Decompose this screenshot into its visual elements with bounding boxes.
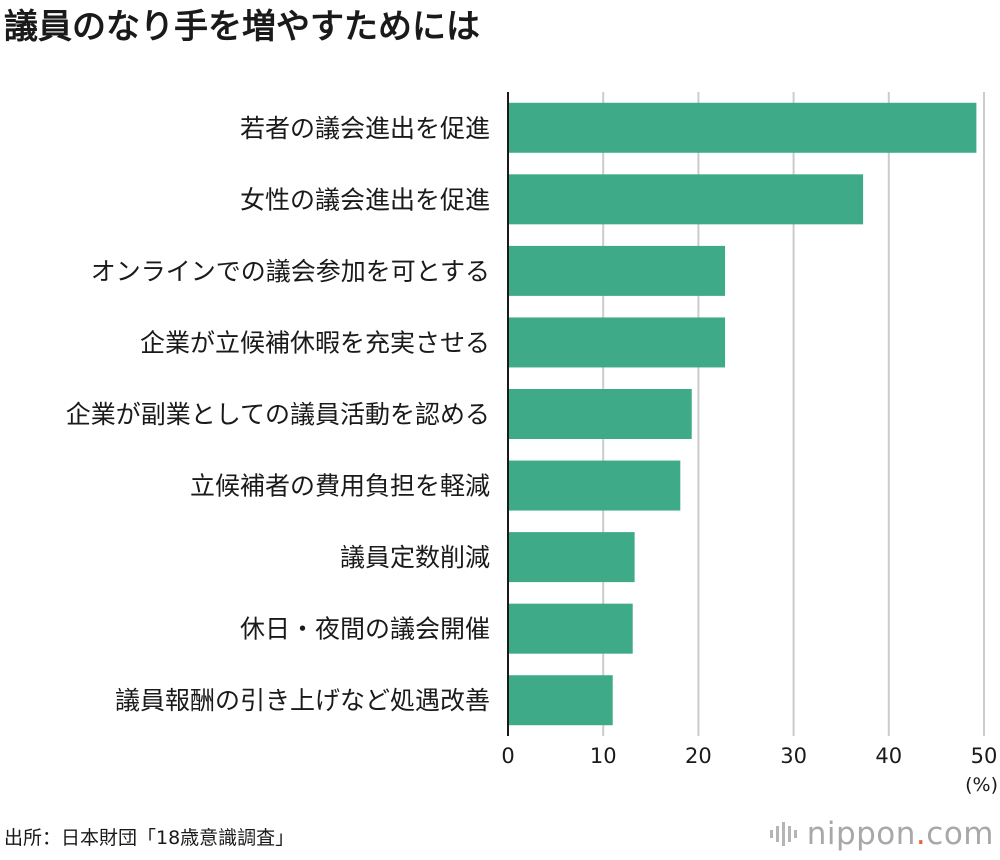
x-tick-label: 40: [875, 744, 902, 768]
x-tick-label: 30: [780, 744, 807, 768]
x-tick-label: 20: [685, 744, 712, 768]
bar: [508, 603, 633, 654]
brand-wave-icon: [769, 822, 797, 846]
x-tick-label: 10: [590, 744, 617, 768]
category-label: 立候補者の費用負担を軽減: [190, 472, 490, 501]
bar: [508, 460, 681, 511]
bar: [508, 245, 726, 296]
x-tick-label: 0: [501, 744, 514, 768]
chart-title: 議員のなり手を増やすためには: [4, 7, 480, 47]
brand-name: nippon: [806, 816, 916, 852]
x-tick-labels: 0 10 20 30 40 50: [501, 744, 997, 768]
brand-dot: .: [915, 816, 927, 852]
brand-text: nippon.com: [807, 816, 994, 852]
brand-suffix: com: [926, 816, 994, 852]
bar: [508, 389, 692, 439]
category-label: 企業が副業としての議員活動を認める: [66, 400, 490, 429]
bar: [508, 102, 977, 153]
bar-chart: 若者の議会進出を促進女性の議会進出を促進オンラインでの議会参加を可とする企業が立…: [66, 92, 998, 796]
category-label: 企業が立候補休暇を充実させる: [140, 328, 490, 357]
category-label: 若者の議会進出を促進: [240, 114, 490, 143]
x-axis-unit-label: (%): [965, 774, 998, 796]
category-label: 女性の議会進出を促進: [240, 185, 490, 214]
bar: [508, 675, 613, 726]
source-note: 出所：日本財団「18歳意識調査」: [4, 827, 295, 849]
category-label: 休日・夜間の議会開催: [240, 615, 490, 644]
bars: [508, 102, 977, 726]
bar: [508, 174, 864, 225]
category-labels: 若者の議会進出を促進女性の議会進出を促進オンラインでの議会参加を可とする企業が立…: [66, 114, 490, 715]
category-label: 議員報酬の引き上げなど処遇改善: [115, 686, 490, 715]
category-label: 議員定数削減: [340, 543, 490, 572]
x-tick-label: 50: [971, 744, 998, 768]
brand-logo: nippon.com: [769, 814, 994, 854]
category-label: オンラインでの議会参加を可とする: [91, 257, 490, 286]
bar: [508, 317, 726, 368]
bar: [508, 532, 635, 583]
